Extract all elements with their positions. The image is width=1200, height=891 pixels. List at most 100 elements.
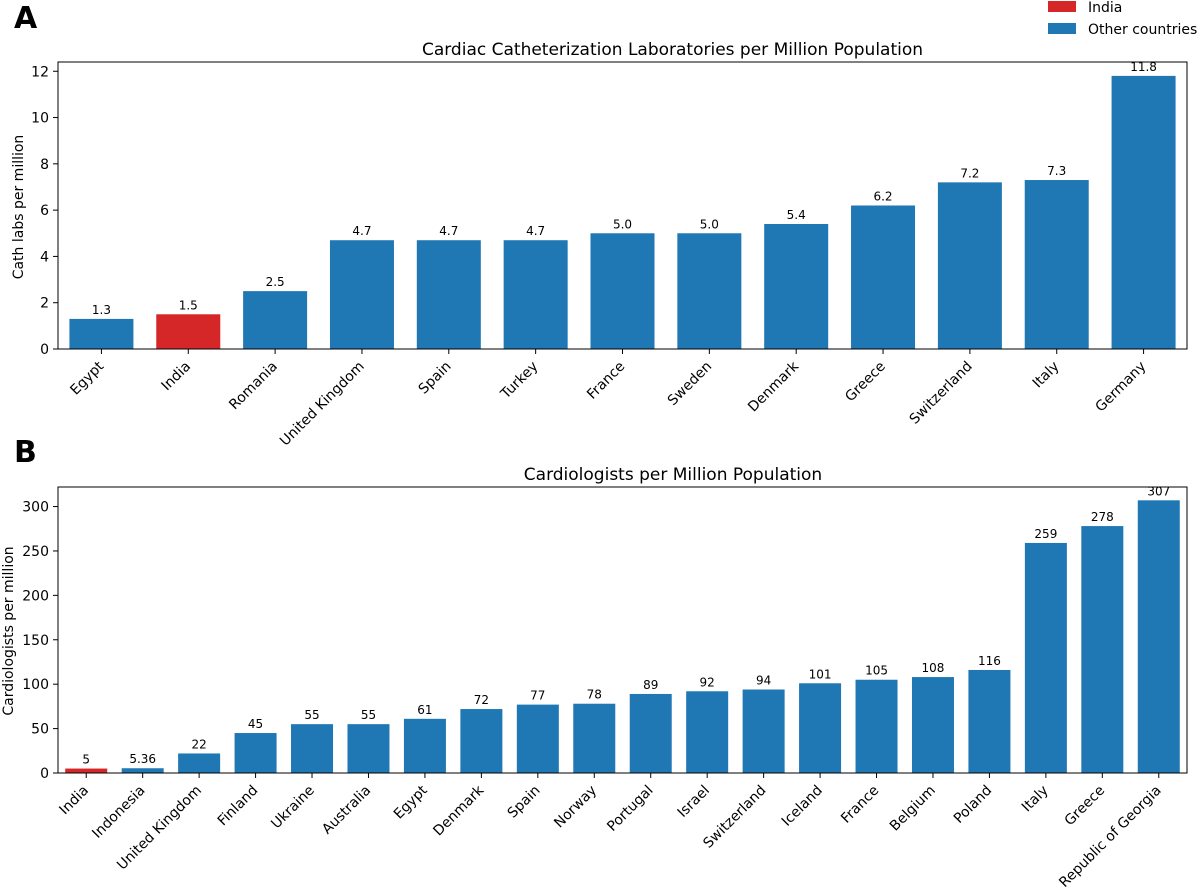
chart-b-xtick-label: Belgium (887, 783, 939, 835)
chart-a-axes-frame (57, 61, 1188, 350)
panel-label-a: A (14, 1, 38, 36)
chart-b-xtick-label: Norway (551, 783, 600, 832)
chart-b-data-label: 22 (191, 737, 206, 751)
chart-b-bar (799, 683, 842, 773)
chart-a-data-label: 1.5 (179, 298, 198, 312)
chart-b-xtick-label: Israel (675, 783, 713, 821)
chart-a-ytick-label: 8 (40, 157, 49, 173)
chart-a-bar (329, 240, 394, 349)
chart-b-bar (178, 753, 221, 773)
chart-b-bar (291, 724, 334, 773)
chart-a-ytick-label: 4 (40, 249, 49, 265)
chart-b-ylabel: Cardiologists per million (1, 546, 17, 715)
chart-b-xtick-label: Greece (1062, 783, 1109, 830)
chart-a-bar (764, 224, 829, 349)
chart-b-xtick-label: Iceland (779, 783, 826, 830)
chart-b-bar (968, 669, 1011, 773)
chart-a-xtick-label: Denmark (745, 358, 802, 415)
chart-b-bar (516, 704, 559, 773)
chart-a-data-label: 6.2 (873, 190, 892, 204)
chart-b-xtick-label: Republic of Georgia (1056, 783, 1164, 891)
chart-a-ytick-label: 0 (40, 342, 49, 358)
chart-b-xtick-label: Australia (319, 783, 374, 838)
chart-b-ytick-label: 250 (22, 544, 49, 560)
chart-a-data-label: 1.3 (92, 303, 111, 317)
chart-a-xtick-label: Spain (416, 359, 455, 398)
chart-b-bar (403, 718, 446, 773)
chart-a-bar (590, 233, 655, 349)
chart-b-data-label: 101 (809, 667, 832, 681)
chart-b-xtick-label: India (56, 783, 92, 819)
chart-a-bar (677, 233, 742, 349)
chart-a-xtick-label: Greece (842, 359, 889, 406)
chart-b-data-label: 45 (248, 717, 263, 731)
chart-b-ytick-label: 50 (31, 722, 49, 738)
chart-a-xtick-label: Egypt (67, 358, 107, 398)
chart-a-xtick-label: India (158, 359, 194, 395)
chart-a-data-label: 5.4 (787, 208, 806, 222)
chart-b-xtick-label: Egypt (391, 782, 431, 822)
chart-b-data-label: 89 (643, 678, 658, 692)
chart-b-data-label: 5 (82, 753, 90, 767)
chart-a-bar (69, 318, 134, 349)
chart-b-data-label: 259 (1034, 527, 1057, 541)
chart-b-ytick-label: 100 (22, 677, 49, 693)
chart-a-title: Cardiac Catheterization Laboratories per… (422, 40, 923, 60)
chart-a-bar (156, 314, 221, 349)
chart-b-xtick-label: France (838, 783, 882, 827)
chart-a-data-label: 2.5 (266, 275, 285, 289)
chart-b-ytick-label: 200 (22, 588, 49, 604)
chart-b-bar (742, 689, 785, 773)
chart-b-xtick-label: Portugal (604, 783, 656, 835)
chart-a-bar (1024, 180, 1089, 349)
chart-a-data-label: 11.8 (1130, 60, 1157, 74)
chart-b-xtick-label: Ukraine (268, 783, 318, 833)
chart-a-ylabel: Cath labs per million (11, 135, 27, 280)
chart-b-data-label: 94 (756, 674, 771, 688)
legend: India Other countries (1048, 0, 1197, 38)
chart-a-bar (937, 182, 1002, 349)
chart-a-data-label: 4.7 (439, 224, 458, 238)
legend-label-india: India (1088, 0, 1122, 16)
chart-b-bar (65, 768, 108, 773)
chart-b-bar (911, 677, 954, 773)
chart-b-xtick-label: Denmark (430, 782, 487, 839)
chart-a-data-label: 7.3 (1047, 164, 1066, 178)
chart-b-data-label: 55 (304, 708, 319, 722)
chart-b-data-label: 72 (474, 693, 489, 707)
chart-b-xtick-label: Finland (215, 783, 262, 830)
chart-b-data-label: 78 (587, 688, 602, 702)
chart-b-xtick-label: Spain (505, 783, 544, 822)
legend-swatch-other (1048, 23, 1076, 34)
chart-a-xtick-label: Romania (226, 359, 281, 414)
chart-b-plot: 0 50 100 150 200 250 300 5 India 5.36 Indonesia 22 U… (22, 484, 1188, 891)
chart-b-data-label: 55 (361, 708, 376, 722)
chart-b-data-label: 61 (417, 703, 432, 717)
legend-swatch-india (1048, 1, 1076, 12)
chart-a-ytick-label: 12 (31, 64, 49, 80)
chart-b-axes-frame (57, 486, 1188, 774)
chart-a-xtick-label: Turkey (497, 359, 541, 403)
chart-b-ytick-label: 150 (22, 633, 49, 649)
chart-a-xtick-label: Sweden (665, 359, 715, 409)
chart-b-data-label: 105 (865, 664, 888, 678)
chart-b-data-label: 278 (1091, 510, 1114, 524)
chart-b-data-label: 108 (922, 661, 945, 675)
chart-b-ytick-label: 0 (40, 766, 49, 782)
chart-a-ytick-label: 10 (31, 111, 49, 127)
chart-a-xtick-label: United Kingdom (277, 359, 368, 450)
chart-b-bar (1024, 542, 1067, 773)
legend-label-other: Other countries (1088, 22, 1197, 38)
chart-b-bar (686, 691, 729, 773)
chart-a-bar (1111, 75, 1176, 350)
chart-b-xtick-label: Italy (1019, 783, 1052, 816)
chart-b-ytick-label: 300 (22, 500, 49, 516)
chart-b-bar (1081, 526, 1124, 773)
chart-b-data-label: 307 (1147, 484, 1170, 498)
chart-a-data-label: 5.0 (700, 217, 719, 231)
chart-a-data-label: 4.7 (526, 224, 545, 238)
panel-label-b: B (14, 435, 37, 470)
chart-a-bar (416, 240, 481, 349)
chart-a-data-label: 7.2 (960, 166, 979, 180)
